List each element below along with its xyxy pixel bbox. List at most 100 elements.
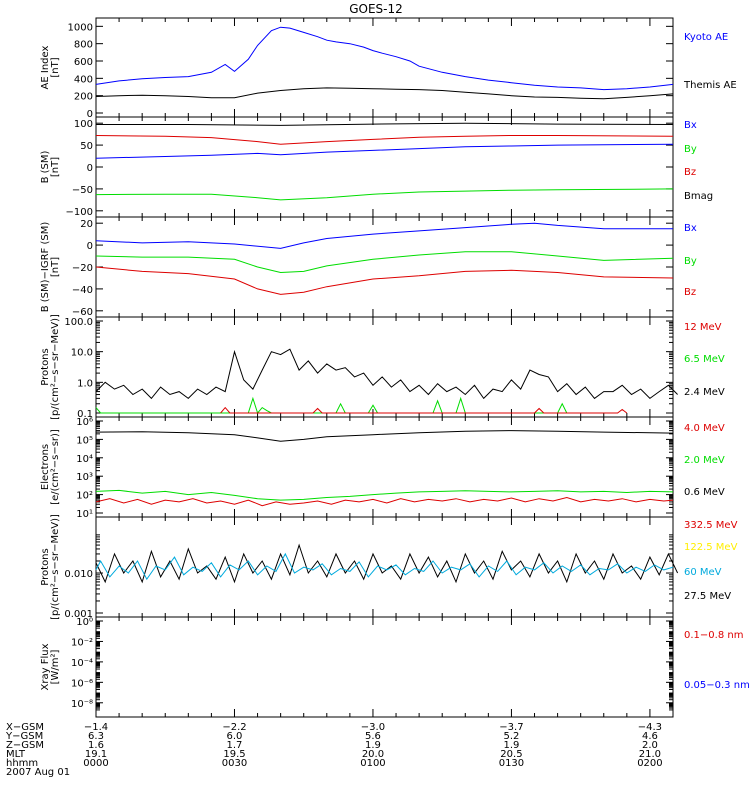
- x-row-value: 19.1: [85, 749, 107, 760]
- y-axis-title: Protons: [40, 348, 51, 385]
- y-axis-title: Xray Flux: [40, 643, 51, 690]
- series-themis-ae: [95, 87, 674, 100]
- legend-entry: 122.5 MeV: [684, 542, 738, 553]
- series-by: [95, 251, 674, 274]
- y-tick-label: 1000: [68, 22, 93, 33]
- plot-title: GOES-12: [349, 2, 403, 16]
- x-row-value: 0100: [360, 758, 385, 769]
- series-4-0-mev: [95, 496, 674, 507]
- x-row-value: −3.0: [361, 722, 385, 733]
- x-row-value: 20.5: [500, 749, 522, 760]
- y-tick-label: 10⁵: [76, 435, 93, 446]
- x-row-value: 6.3: [88, 731, 104, 742]
- panel-b_minus_igrf: −60 −40 −20 0 20 B (SM)−IGRF (SM) [nT] Bx By Bz: [40, 216, 697, 318]
- y-tick-label: 600: [74, 57, 93, 68]
- y-axis-title: [p/(cm²−s−sr−MeV)]: [50, 314, 61, 420]
- y-tick-label: 800: [74, 40, 93, 51]
- y-tick-label: 50: [80, 141, 93, 152]
- x-row-value: −4.3: [638, 722, 662, 733]
- y-tick-label: 10²: [76, 491, 93, 502]
- legend-entry: 6.5 MeV: [684, 354, 725, 365]
- y-axis-title: [p/(cm²−s−sr−MeV)]: [50, 514, 61, 620]
- panel-xray: 10⁻⁸ 10⁻⁶ 10⁻⁴ 10⁻² 10⁰ Xray Flux [W/m²] 0.1−0.…: [40, 616, 750, 718]
- x-row-value: 1.9: [503, 740, 519, 751]
- legend-entry: 2.0 MeV: [684, 455, 725, 466]
- legend-entry: 0.1−0.8 nm: [684, 630, 743, 641]
- y-axis-title: Electrons: [40, 444, 51, 490]
- y-tick-label: 100.0: [64, 317, 93, 328]
- legend-entry: Bz: [684, 287, 696, 298]
- x-row-value: 0000: [83, 758, 108, 769]
- panel-ae: 0 200 400 600 800 1000 AE Index [nT] Kyoto AE The…: [40, 17, 737, 120]
- y-axis-title: [nT]: [50, 257, 61, 277]
- legend-entry: 0.6 MeV: [684, 487, 725, 498]
- x-row-value: 5.6: [365, 731, 381, 742]
- x-row-value: 1.7: [227, 740, 243, 751]
- y-tick-label: 10⁰: [76, 617, 93, 628]
- x-row-label: MLT: [6, 749, 26, 760]
- y-axis-title: Protons: [40, 548, 51, 585]
- y-tick-label: 10⁻⁴: [71, 658, 93, 669]
- y-tick-label: 0.001: [64, 609, 93, 620]
- legend-entry: By: [684, 144, 697, 155]
- x-row-value: 21.0: [639, 749, 661, 760]
- x-row-value: 19.5: [223, 749, 245, 760]
- y-tick-label: 0: [87, 163, 93, 174]
- y-tick-label: −40: [72, 285, 93, 296]
- y-axis-title: [nT]: [50, 57, 61, 77]
- x-row-label: hhmm: [6, 758, 38, 769]
- series-2-0-mev: [95, 489, 674, 501]
- legend-entry: 4.0 MeV: [684, 423, 725, 434]
- y-tick-label: −60: [72, 307, 93, 318]
- series-2-4-mev: [95, 348, 678, 400]
- y-axis-title: [e/(cm²−s−sr)]: [50, 429, 61, 505]
- legend-entry: Kyoto AE: [684, 32, 728, 43]
- series-bz: [95, 266, 674, 295]
- panel-frame: [95, 17, 674, 118]
- series-bx: [95, 222, 673, 249]
- legend-entry: By: [684, 256, 697, 267]
- y-axis-title: B (SM)−IGRF (SM): [40, 222, 51, 313]
- y-tick-label: −50: [72, 185, 93, 196]
- y-tick-label: 100: [74, 119, 93, 130]
- y-tick-label: −20: [72, 263, 93, 274]
- legend-entry: 332.5 MeV: [684, 520, 738, 531]
- legend-entry: 27.5 MeV: [684, 591, 731, 602]
- x-row-label: Y−GSM: [5, 731, 43, 742]
- y-tick-label: 10³: [76, 472, 93, 483]
- legend-entry: 2.4 MeV: [684, 387, 725, 398]
- y-axis-title: [W/m²]: [50, 649, 61, 684]
- y-tick-label: 10⁶: [76, 417, 93, 428]
- y-tick-label: 200: [74, 92, 93, 103]
- y-tick-label: 10⁻²: [71, 637, 93, 648]
- x-row-value: 1.6: [88, 740, 104, 751]
- y-tick-label: 10⁻⁶: [71, 678, 93, 689]
- x-row-value: 0030: [222, 758, 247, 769]
- series-bx: [95, 143, 674, 159]
- y-tick-label: 10⁴: [76, 454, 93, 465]
- x-row-value: 2.0: [642, 740, 658, 751]
- x-row-value: 0130: [499, 758, 524, 769]
- panel-protons_low: 0.1 1.0 10.0 100.0 Protons [p/(cm²−s−sr−MeV)]…: [40, 314, 725, 420]
- y-tick-label: 0.010: [64, 569, 93, 580]
- y-tick-label: 0: [87, 241, 93, 252]
- legend-entry: 12 MeV: [684, 322, 722, 333]
- series-27-5-mev: [95, 543, 679, 584]
- panel-protons_high: 0.001 0.010 Protons [p/(cm²−s−sr−MeV)] 332.5…: [40, 514, 738, 620]
- x-row-value: 5.2: [503, 731, 519, 742]
- y-axis-title: [nT]: [50, 157, 61, 177]
- x-row-label: Z−GSM: [6, 740, 44, 751]
- x-row-label: 2007 Aug 01: [6, 767, 70, 778]
- y-tick-label: −100: [66, 207, 93, 218]
- series-bmag: [96, 122, 674, 126]
- x-row-value: 4.6: [642, 731, 658, 742]
- panel-frame: [95, 116, 674, 218]
- x-row-value: −2.2: [222, 722, 246, 733]
- y-tick-label: 10¹: [76, 509, 93, 520]
- legend-entry: Themis AE: [683, 80, 737, 91]
- panel-frame: [95, 316, 674, 418]
- panel-b_sm: −100 −50 0 50 100 B (SM) [nT] Bx By Bz Bmag: [40, 116, 713, 218]
- y-tick-label: 10.0: [71, 348, 93, 359]
- y-tick-label: 0.1: [77, 409, 93, 420]
